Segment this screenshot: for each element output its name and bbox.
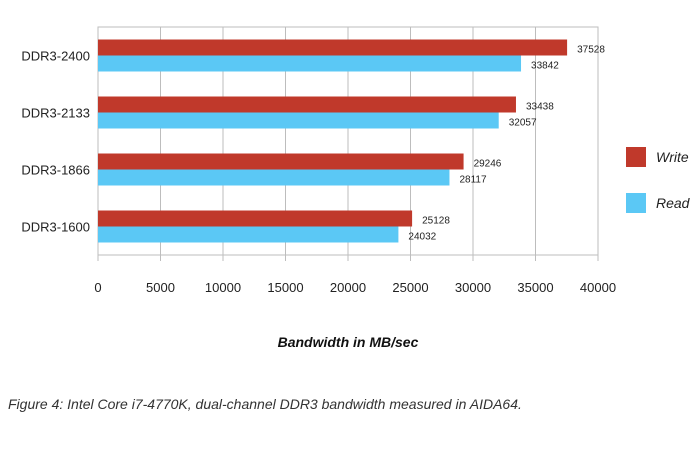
axes: 0 5000 10000 15000 20000 25000 30000 35000 40000… (21, 49, 616, 296)
category-label: DDR3-2133 (21, 106, 90, 121)
data-label: 32057 (509, 118, 537, 129)
x-tick-label: 20000 (330, 280, 366, 295)
category-label: DDR3-1600 (21, 220, 90, 235)
bar-write (98, 39, 568, 56)
x-tick-label: 10000 (205, 280, 241, 295)
x-tick-label: 40000 (580, 280, 616, 295)
figure-caption: Figure 4: Intel Core i7-4770K, dual-chan… (8, 396, 522, 412)
x-tick-label: 25000 (392, 280, 428, 295)
bar-read (98, 55, 522, 72)
data-label: 37528 (577, 45, 605, 56)
data-label: 24032 (408, 232, 436, 243)
x-tick-label: 5000 (146, 280, 175, 295)
bar-write (98, 96, 516, 113)
category-label: DDR3-2400 (21, 49, 90, 64)
data-label: 25128 (422, 216, 450, 227)
data-label: 33842 (531, 61, 559, 72)
bar-read (98, 169, 450, 186)
bandwidth-chart: 37528 33842 33438 32057 29246 28117 25128 24032… (21, 26, 691, 350)
x-axis-title: Bandwidth in MB/sec (278, 334, 419, 350)
legend-label-write: Write (656, 149, 689, 165)
data-labels: 37528 33842 33438 32057 29246 28117 25128 24032 (408, 45, 605, 243)
legend-swatch-read (626, 193, 646, 213)
bar-read (98, 226, 399, 243)
legend-label-read: Read (656, 195, 691, 211)
legend: Write Read (626, 147, 691, 213)
category-label: DDR3-1866 (21, 163, 90, 178)
data-label: 28117 (459, 175, 487, 186)
x-tick-label: 15000 (267, 280, 303, 295)
x-tick-label: 30000 (455, 280, 491, 295)
legend-swatch-write (626, 147, 646, 167)
bars (98, 39, 568, 243)
data-label: 33438 (526, 102, 554, 113)
bar-write (98, 153, 464, 170)
x-tick-label: 0 (94, 280, 101, 295)
bar-read (98, 112, 499, 129)
bar-write (98, 210, 413, 227)
data-label: 29246 (474, 159, 502, 170)
x-tick-label: 35000 (517, 280, 553, 295)
